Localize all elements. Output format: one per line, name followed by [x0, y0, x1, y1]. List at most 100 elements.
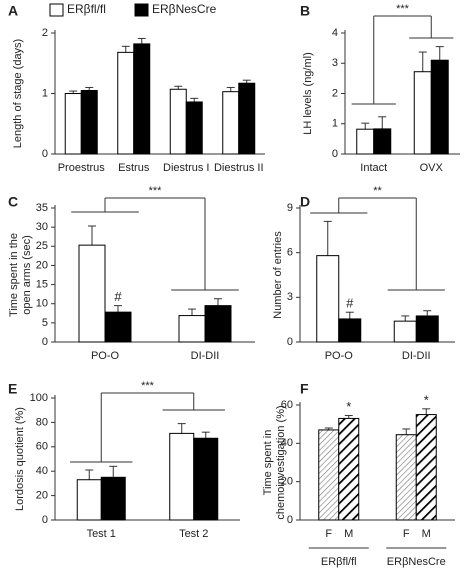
- y-axis-label: Time spent in the: [8, 233, 20, 317]
- bar: [395, 434, 417, 521]
- y-tick-label: 3: [287, 291, 293, 303]
- y-tick-label: 0: [287, 514, 293, 526]
- y-axis-label: LH levels (ng/ml): [302, 52, 314, 135]
- group-label: ERβNesCre: [387, 556, 446, 568]
- significance: **: [373, 185, 382, 197]
- bar: [64, 93, 82, 155]
- x-tick-label: DI-DII: [191, 350, 220, 362]
- y-tick-label: 20: [36, 490, 48, 502]
- panel-letter: F: [300, 381, 309, 397]
- bar: [117, 51, 135, 155]
- y-tick-label: 60: [281, 399, 293, 411]
- legend-swatch: [134, 3, 149, 17]
- bar: [338, 417, 360, 521]
- bar: [238, 82, 256, 155]
- panel-letter: E: [8, 381, 17, 397]
- x-tick-label: DI-DII: [402, 350, 431, 362]
- y-axis-label: Lordosis quotient (%): [14, 407, 26, 511]
- bar: [100, 476, 126, 521]
- y-tick-label: 10: [36, 298, 48, 310]
- panel-letter: B: [300, 3, 310, 19]
- y-tick-label: 20: [281, 476, 293, 488]
- bar: [178, 315, 206, 343]
- y-tick-label: 0: [332, 148, 338, 160]
- x-tick-label: Estrus: [118, 162, 150, 174]
- x-tick-label: Intact: [360, 162, 387, 174]
- y-tick-label: 80: [36, 416, 48, 428]
- bar: [133, 43, 151, 155]
- annotation: *: [346, 399, 351, 414]
- y-tick-label: 1: [332, 118, 338, 130]
- y-tick-label: 2: [332, 87, 338, 99]
- y-tick-label: 20: [36, 259, 48, 271]
- y-tick-label: 2: [42, 27, 48, 39]
- panel-letter: C: [8, 194, 18, 210]
- bar: [204, 305, 232, 343]
- bar: [415, 414, 437, 521]
- annotation: #: [346, 296, 354, 311]
- bar-label: F: [325, 528, 332, 540]
- bar: [338, 318, 362, 343]
- bar: [222, 91, 240, 155]
- bar: [373, 128, 392, 155]
- y-tick-label: 25: [36, 240, 48, 252]
- bar: [413, 71, 432, 155]
- y-tick-label: 0: [287, 336, 293, 348]
- x-tick-label: OVX: [420, 162, 444, 174]
- y-tick-label: 60: [36, 441, 48, 453]
- bar: [193, 437, 219, 521]
- bar-label: M: [344, 528, 353, 540]
- y-axis-label: Length of stage (days): [12, 39, 24, 148]
- y-axis-label: open arms (sec): [21, 235, 33, 314]
- y-tick-label: 15: [36, 278, 48, 290]
- x-tick-label: Test 2: [179, 528, 208, 540]
- y-tick-label: 5: [42, 317, 48, 329]
- y-tick-label: 0: [42, 514, 48, 526]
- y-tick-label: 1: [42, 87, 48, 99]
- significance: ***: [396, 3, 410, 15]
- bar: [415, 315, 439, 343]
- legend-label: ERβNesCre: [152, 2, 217, 16]
- x-tick-label: PO-O: [325, 350, 354, 362]
- y-tick-label: 0: [42, 148, 48, 160]
- x-tick-label: Diestrus I: [163, 162, 209, 174]
- y-tick-label: 4: [332, 27, 338, 39]
- bar: [356, 128, 375, 155]
- y-axis-label: chemoinvestigation (%): [275, 405, 287, 519]
- y-axis-label: Number of entries: [272, 231, 284, 319]
- bar: [78, 244, 106, 343]
- x-tick-label: PO-O: [91, 350, 120, 362]
- panel-letter: D: [300, 194, 310, 210]
- y-tick-label: 3: [332, 57, 338, 69]
- y-tick-label: 100: [30, 392, 48, 404]
- bar: [169, 432, 195, 521]
- panel-letter: A: [8, 3, 18, 19]
- bar-label: F: [403, 528, 410, 540]
- y-tick-label: 6: [287, 247, 293, 259]
- annotation: #: [114, 289, 122, 304]
- bar: [430, 59, 449, 155]
- x-tick-label: Diestrus II: [214, 162, 264, 174]
- significance: ***: [149, 185, 163, 197]
- y-tick-label: 9: [287, 202, 293, 214]
- bar-label: M: [422, 528, 431, 540]
- annotation: *: [424, 392, 429, 407]
- y-tick-label: 40: [36, 465, 48, 477]
- group-label: ERβfl/fl: [321, 556, 357, 568]
- x-tick-label: Proestrus: [58, 162, 106, 174]
- bar: [169, 88, 187, 155]
- significance: ***: [141, 380, 155, 392]
- y-tick-label: 40: [281, 437, 293, 449]
- bar: [393, 320, 417, 343]
- bar: [104, 311, 132, 343]
- bar: [185, 101, 203, 155]
- legend-label: ERβfl/fl: [67, 2, 106, 16]
- y-tick-label: 30: [36, 221, 48, 233]
- x-tick-label: Test 1: [87, 528, 116, 540]
- y-tick-label: 0: [42, 336, 48, 348]
- legend-swatch: [49, 3, 64, 17]
- bar: [318, 429, 340, 521]
- y-tick-label: 35: [36, 202, 48, 214]
- bar: [80, 89, 98, 155]
